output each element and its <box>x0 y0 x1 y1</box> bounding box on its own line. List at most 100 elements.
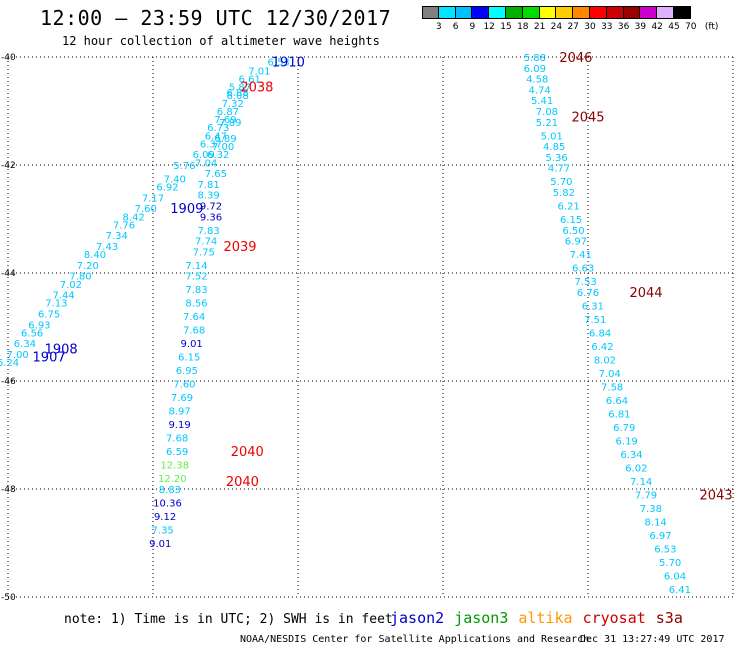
y-tick-label: -44 <box>1 269 16 279</box>
pass-time-label: 1907 <box>33 351 66 366</box>
wave-height-point: 6.97 <box>649 531 671 542</box>
y-tick-label: -50 <box>1 593 16 603</box>
wave-height-point: 5.21 <box>536 118 558 129</box>
color-scale-label: (ft) <box>704 22 719 32</box>
wave-height-point: 6.87 <box>217 107 239 118</box>
wave-height-point: 6.79 <box>613 423 635 434</box>
wave-height-point: 7.80 <box>69 272 91 283</box>
color-scale-label: 45 <box>668 22 680 32</box>
wave-height-point: 12.20 <box>158 474 187 485</box>
wave-height-point: 6.53 <box>268 57 290 68</box>
wave-height-point: 6.59 <box>166 447 188 458</box>
color-scale-label: 33 <box>601 22 613 32</box>
wave-height-point: 6.24 <box>0 358 19 369</box>
legend-item: s3a <box>655 609 683 627</box>
wave-height-point: 6.93 <box>28 320 50 331</box>
wave-height-point: 6.47 <box>205 131 227 142</box>
legend-item: jason2 <box>390 609 445 627</box>
wave-height-point: 7.60 <box>173 380 195 391</box>
wave-height-point: 6.61 <box>239 75 261 86</box>
wave-height-point: 7.01 <box>248 67 270 78</box>
wave-height-point: 4.74 <box>529 85 551 96</box>
wave-height-point: 6.84 <box>589 328 611 339</box>
wave-height-point: 7.51 <box>584 315 606 326</box>
wave-height-point: 9.36 <box>200 212 222 223</box>
color-swatch <box>455 6 473 19</box>
color-swatch <box>489 6 506 19</box>
timestamp-text: Dec 31 13:27:49 UTC 2017 <box>580 634 725 645</box>
wave-height-point: 6.21 <box>558 202 580 213</box>
wave-height-point: 5.88 <box>524 53 546 64</box>
color-swatch <box>673 6 691 19</box>
pass-time-label: 2044 <box>629 286 662 301</box>
wave-height-point: 7.43 <box>96 242 118 253</box>
wave-height-point: 6.89 <box>214 134 236 145</box>
wave-height-point: 8.14 <box>645 517 667 528</box>
wave-height-point: 9.19 <box>168 420 190 431</box>
wave-height-point: 7.83 <box>185 285 207 296</box>
wave-height-point: 7.08 <box>536 107 558 118</box>
wave-height-point: 8.83 <box>159 485 181 496</box>
wave-height-point: 6.56 <box>21 328 43 339</box>
wave-height-point: 6.32 <box>207 150 229 161</box>
satellite-legend: jason2 jason3 altika cryosat s3a <box>390 609 683 627</box>
wave-height-point: 6.04 <box>664 571 686 582</box>
chart-title: 12:00 — 23:59 UTC 12/30/2017 <box>40 6 392 30</box>
color-scale-label: 18 <box>517 22 529 32</box>
wave-height-point: 7.58 <box>601 382 623 393</box>
wave-height-point: 7.17 <box>142 193 164 204</box>
wave-height-point: 7.81 <box>197 180 219 191</box>
wave-height-point: 7.52 <box>185 272 207 283</box>
color-scale-label: 27 <box>567 22 579 32</box>
color-scale-label: 6 <box>452 22 459 32</box>
wave-height-point: 6.64 <box>606 396 628 407</box>
wave-height-point: 7.69 <box>171 393 193 404</box>
wave-height-point: 6.75 <box>38 310 60 321</box>
color-scale-labels: 3 6 9 12 15 18 21 24 27 30 33 36 39 42 45 70 (ft) <box>422 22 732 34</box>
wave-height-point: 5.41 <box>531 96 553 107</box>
wave-height-point: 7.04 <box>195 158 217 169</box>
y-tick-label: -46 <box>1 377 16 387</box>
color-scale-label: 30 <box>584 22 596 32</box>
wave-height-point: 5.87 <box>229 83 251 94</box>
pass-time-label: 2039 <box>223 240 256 255</box>
wave-height-point: 6.15 <box>178 353 200 364</box>
chart-subtitle: 12 hour collection of altimeter wave hei… <box>62 34 380 48</box>
wave-height-point: 4.77 <box>548 164 570 175</box>
wave-height-point: 7.14 <box>630 477 652 488</box>
color-scale-label: 12 <box>483 22 495 32</box>
wave-height-point: 7.00 <box>7 350 29 361</box>
wave-height-point: 4.58 <box>526 75 548 86</box>
wave-height-point: 7.02 <box>60 280 82 291</box>
wave-height-point: 5.36 <box>545 153 567 164</box>
wave-height-point: 7.64 <box>183 312 205 323</box>
wave-height-point: 8.42 <box>123 212 145 223</box>
color-scale-label: 15 <box>500 22 512 32</box>
color-scale-label: 21 <box>533 22 546 32</box>
wave-height-point: 6.41 <box>669 585 691 596</box>
pass-time-label: 2046 <box>559 51 592 66</box>
color-swatch <box>573 6 590 19</box>
color-swatch <box>472 6 490 19</box>
wave-height-point: 6.08 <box>226 91 248 102</box>
wave-height-point: 6.76 <box>577 288 599 299</box>
color-scale-label: 70 <box>685 22 697 32</box>
pass-time-label: 2040 <box>231 445 264 460</box>
wave-height-point: 6.34 <box>620 450 642 461</box>
wave-height-point: 7.44 <box>52 291 74 302</box>
wave-height-point: 7.53 <box>574 277 596 288</box>
wave-height-point: 6.95 <box>176 366 198 377</box>
wave-height-point: 8.97 <box>168 407 190 418</box>
color-swatch <box>640 6 658 19</box>
wave-height-point: 12.38 <box>160 461 189 472</box>
pass-time-label: 1909 <box>170 202 203 217</box>
wave-height-point: 7.04 <box>599 369 621 380</box>
color-scale-label: 24 <box>550 22 563 32</box>
wave-height-point: 7.38 <box>640 504 662 515</box>
wave-height-point: 7.68 <box>183 326 205 337</box>
wave-height-point: 8.02 <box>594 355 616 366</box>
wave-height-point: 6.15 <box>560 215 582 226</box>
y-tick-label: -42 <box>1 161 16 171</box>
color-swatch <box>623 6 641 19</box>
wave-height-point: 7.89 <box>219 118 241 129</box>
